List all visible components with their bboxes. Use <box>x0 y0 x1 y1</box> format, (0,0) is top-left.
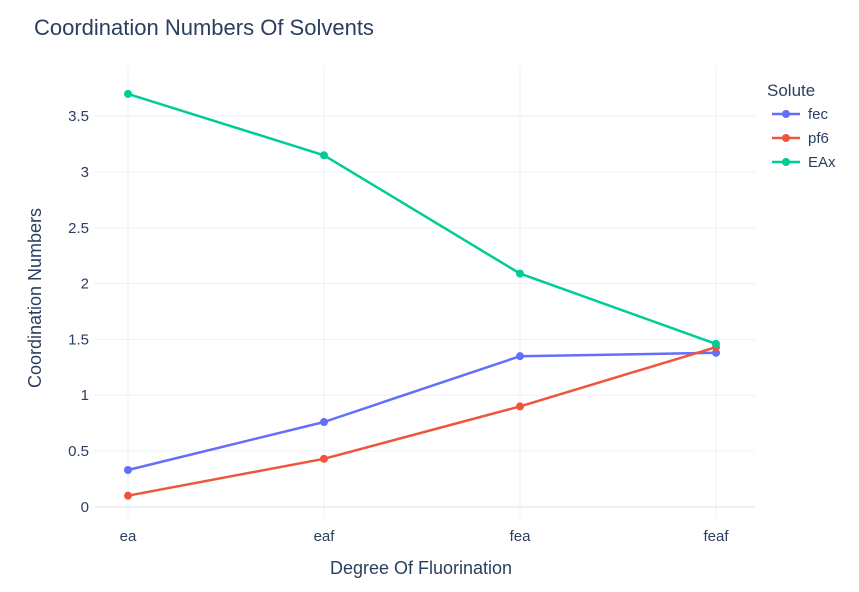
y-tick-label: 1.5 <box>68 331 89 348</box>
data-point-fec[interactable] <box>712 348 720 357</box>
data-point-fec[interactable] <box>124 466 132 475</box>
legend-items: fec pf6 EAx <box>772 106 836 171</box>
data-point-fec[interactable] <box>320 418 328 427</box>
data-point-pf6[interactable] <box>320 454 328 463</box>
x-tick-label: eaf <box>314 528 336 545</box>
x-tick-label: ea <box>120 528 137 545</box>
series-line-fec <box>127 351 717 472</box>
data-point-EAx[interactable] <box>516 269 524 278</box>
data-point-EAx[interactable] <box>712 339 720 348</box>
y-tick-label: 2 <box>81 276 89 293</box>
y-tick-label: 3.5 <box>68 108 89 125</box>
y-tick-label: 2.5 <box>68 220 89 237</box>
y-tick-label: 3 <box>81 164 89 181</box>
series-lines <box>127 92 717 497</box>
y-axis-ticks: 0 0.5 1 1.5 2 2.5 3 3.5 <box>68 108 89 516</box>
legend-title: Solute <box>767 81 815 100</box>
chart-title: Coordination Numbers Of Solvents <box>34 15 374 40</box>
y-tick-label: 0.5 <box>68 443 89 460</box>
legend-item-fec[interactable]: fec <box>772 106 829 123</box>
data-point-pf6[interactable] <box>516 402 524 411</box>
legend-label: fec <box>808 106 829 123</box>
series-line-pf6 <box>127 346 717 497</box>
legend-marker-swatch <box>782 158 790 166</box>
legend-marker-swatch <box>782 110 790 118</box>
x-tick-label: fea <box>510 528 532 545</box>
legend-item-EAx[interactable]: EAx <box>772 154 836 171</box>
legend: Solute fec pf6 EAx <box>767 81 836 171</box>
data-point-fec[interactable] <box>516 352 524 361</box>
x-tick-label: feaf <box>703 528 729 545</box>
series-line-EAx <box>127 92 717 346</box>
data-point-pf6[interactable] <box>124 491 132 500</box>
data-point-EAx[interactable] <box>124 89 132 98</box>
x-axis-ticks: ea eaf fea feaf <box>120 528 730 545</box>
legend-label: pf6 <box>808 130 829 147</box>
y-axis-title: Coordination Numbers <box>25 208 45 388</box>
y-tick-label: 1 <box>81 387 89 404</box>
legend-item-pf6[interactable]: pf6 <box>772 130 829 147</box>
x-axis-title: Degree Of Fluorination <box>330 558 512 578</box>
y-tick-label: 0 <box>81 499 89 516</box>
series-points <box>124 89 720 500</box>
legend-marker-swatch <box>782 134 790 142</box>
grid <box>95 66 755 518</box>
data-point-EAx[interactable] <box>320 151 328 160</box>
legend-label: EAx <box>808 154 836 171</box>
